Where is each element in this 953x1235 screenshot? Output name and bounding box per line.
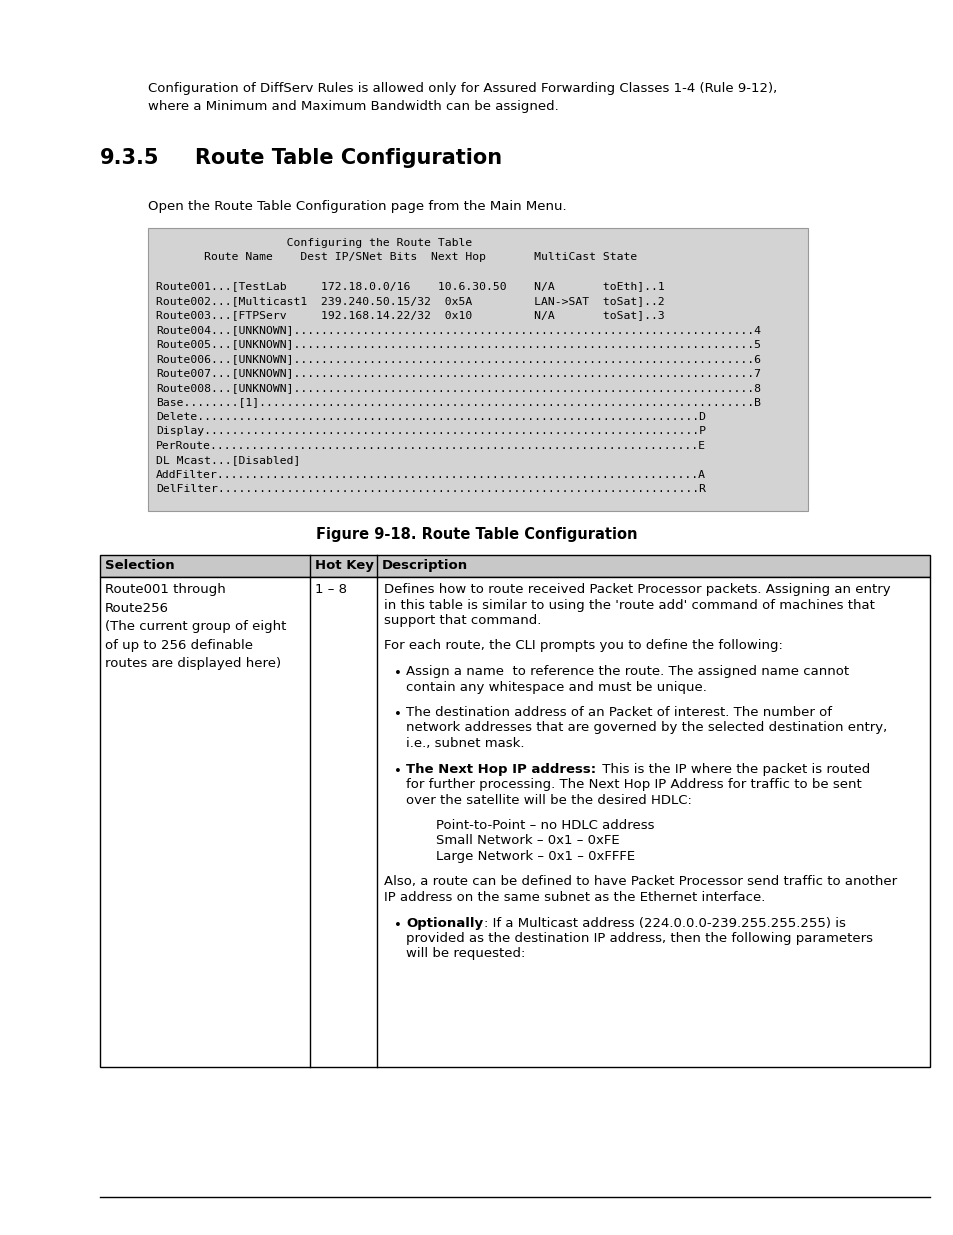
Text: will be requested:: will be requested:	[406, 947, 525, 961]
Text: AddFilter......................................................................A: AddFilter...............................…	[156, 471, 705, 480]
Text: Description: Description	[381, 559, 468, 572]
Text: DL Mcast...[Disabled]: DL Mcast...[Disabled]	[156, 456, 300, 466]
Text: Defines how to route received Packet Processor packets. Assigning an entry: Defines how to route received Packet Pro…	[384, 583, 890, 597]
Text: Optionally: Optionally	[406, 916, 482, 930]
Bar	[100, 577, 929, 1067]
Text: where a Minimum and Maximum Bandwidth can be assigned.: where a Minimum and Maximum Bandwidth ca…	[148, 100, 558, 112]
Text: •: •	[394, 667, 401, 680]
Text: support that command.: support that command.	[384, 614, 540, 627]
Text: i.e., subnet mask.: i.e., subnet mask.	[406, 737, 524, 750]
Text: This is the IP where the packet is routed: This is the IP where the packet is route…	[598, 762, 869, 776]
Text: contain any whitespace and must be unique.: contain any whitespace and must be uniqu…	[406, 680, 706, 694]
Bar	[100, 555, 929, 577]
Text: Route001...[TestLab     172.18.0.0/16    10.6.30.50    N/A       toEth]..1: Route001...[TestLab 172.18.0.0/16 10.6.3…	[156, 282, 664, 291]
Text: for further processing. The Next Hop IP Address for traffic to be sent: for further processing. The Next Hop IP …	[406, 778, 861, 790]
Text: Route005...[UNKNOWN]............................................................: Route005...[UNKNOWN]....................…	[156, 340, 760, 350]
Text: Base........[1].................................................................: Base........[1].........................…	[156, 398, 760, 408]
Text: Route002...[Multicast1  239.240.50.15/32  0x5A         LAN->SAT  toSat]..2: Route002...[Multicast1 239.240.50.15/32 …	[156, 296, 664, 306]
Text: Figure 9-18. Route Table Configuration: Figure 9-18. Route Table Configuration	[315, 527, 638, 542]
Text: Configuration of DiffServ Rules is allowed only for Assured Forwarding Classes 1: Configuration of DiffServ Rules is allow…	[148, 82, 777, 95]
Text: •: •	[394, 708, 401, 721]
Text: Assign a name  to reference the route. The assigned name cannot: Assign a name to reference the route. Th…	[406, 664, 848, 678]
Text: network addresses that are governed by the selected destination entry,: network addresses that are governed by t…	[406, 721, 886, 735]
Text: Selection: Selection	[105, 559, 174, 572]
Text: Point-to-Point – no HDLC address: Point-to-Point – no HDLC address	[436, 819, 654, 832]
Text: Delete.........................................................................D: Delete..................................…	[156, 412, 705, 422]
Text: Route006...[UNKNOWN]............................................................: Route006...[UNKNOWN]....................…	[156, 354, 760, 364]
Text: Route008...[UNKNOWN]............................................................: Route008...[UNKNOWN]....................…	[156, 383, 760, 393]
Text: Route004...[UNKNOWN]............................................................: Route004...[UNKNOWN]....................…	[156, 325, 760, 335]
Text: Route007...[UNKNOWN]............................................................: Route007...[UNKNOWN]....................…	[156, 368, 760, 378]
Text: The Next Hop IP address:: The Next Hop IP address:	[406, 762, 596, 776]
Text: PerRoute.......................................................................E: PerRoute................................…	[156, 441, 705, 451]
Text: Route Table Configuration: Route Table Configuration	[194, 148, 501, 168]
Text: over the satellite will be the desired HDLC:: over the satellite will be the desired H…	[406, 794, 691, 806]
Text: Configuring the Route Table: Configuring the Route Table	[156, 238, 472, 248]
Text: Route001 through
Route256
(The current group of eight
of up to 256 definable
rou: Route001 through Route256 (The current g…	[105, 583, 286, 671]
Text: Display........................................................................P: Display.................................…	[156, 426, 705, 436]
Text: Large Network – 0x1 – 0xFFFE: Large Network – 0x1 – 0xFFFE	[436, 850, 635, 863]
Text: Also, a route can be defined to have Packet Processor send traffic to another: Also, a route can be defined to have Pac…	[384, 876, 896, 888]
Text: Small Network – 0x1 – 0xFE: Small Network – 0x1 – 0xFE	[436, 835, 619, 847]
Text: Route003...[FTPServ     192.168.14.22/32  0x10         N/A       toSat]..3: Route003...[FTPServ 192.168.14.22/32 0x1…	[156, 310, 664, 321]
Text: Open the Route Table Configuration page from the Main Menu.: Open the Route Table Configuration page …	[148, 200, 566, 212]
Text: 1 – 8: 1 – 8	[314, 583, 347, 597]
Text: Hot Key: Hot Key	[314, 559, 374, 572]
Text: : If a Multicast address (224.0.0.0-239.255.255.255) is: : If a Multicast address (224.0.0.0-239.…	[483, 916, 845, 930]
Text: Route Name    Dest IP/SNet Bits  Next Hop       MultiCast State: Route Name Dest IP/SNet Bits Next Hop Mu…	[156, 252, 637, 263]
Text: 9.3.5: 9.3.5	[100, 148, 159, 168]
Text: provided as the destination IP address, then the following parameters: provided as the destination IP address, …	[406, 932, 872, 945]
Text: The destination address of an Packet of interest. The number of: The destination address of an Packet of …	[406, 706, 831, 719]
Bar	[148, 228, 807, 511]
Text: •: •	[394, 764, 401, 778]
Text: in this table is similar to using the 'route add' command of machines that: in this table is similar to using the 'r…	[384, 599, 874, 611]
Text: IP address on the same subnet as the Ethernet interface.: IP address on the same subnet as the Eth…	[384, 890, 764, 904]
Text: For each route, the CLI prompts you to define the following:: For each route, the CLI prompts you to d…	[384, 640, 782, 652]
Text: •: •	[394, 919, 401, 931]
Text: DelFilter......................................................................R: DelFilter...............................…	[156, 484, 705, 494]
